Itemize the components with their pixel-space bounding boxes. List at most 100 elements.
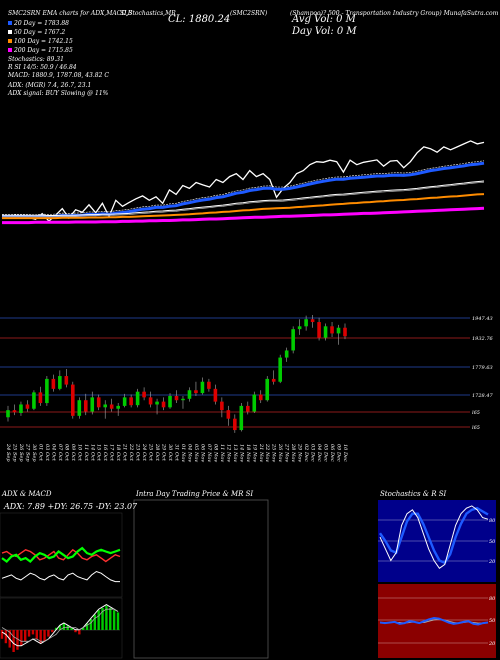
- ema100-readout: 100 Day = 1742.15: [8, 38, 73, 45]
- stoch-d-line: [379, 506, 489, 565]
- date-tick-label: 08 Oct: [63, 444, 69, 462]
- date-tick-label: 23 Oct: [135, 443, 141, 462]
- candle-down: [148, 397, 153, 405]
- adx-macd-readout: ADX: 7.89 +DY: 26.75 -DY: 23.07: [4, 502, 138, 511]
- date-tick-label: 28 Oct: [154, 443, 160, 462]
- intraday-panel-frame: [133, 499, 269, 659]
- candle-up: [323, 326, 328, 338]
- candle-up: [181, 398, 185, 401]
- candle-up: [168, 395, 172, 408]
- price-tick-label: 1947.43: [472, 316, 493, 322]
- candle-up: [77, 400, 82, 416]
- date-tick-label: 07 Nov: [206, 444, 212, 462]
- ema20-readout: 20 Day = 1783.88: [8, 20, 69, 27]
- date-tick-label: 21 Nov: [258, 443, 264, 462]
- candle-up: [155, 401, 159, 405]
- candle-up: [135, 391, 140, 406]
- candle-up: [239, 405, 244, 431]
- macd-histogram-bar: [39, 630, 42, 644]
- macd-signal-line: [1, 608, 119, 642]
- candle-up: [200, 381, 205, 394]
- date-tick-label: 25 Nov: [271, 443, 277, 462]
- date-tick-label: 26 Nov: [277, 443, 283, 462]
- date-tick-label: 14 Oct: [89, 444, 95, 462]
- date-tick-label: 03 Dec: [310, 444, 316, 462]
- date-tick-label: 19 Nov: [251, 444, 257, 462]
- date-tick-label: 11 Oct: [83, 444, 89, 462]
- date-tick-label: 31 Oct: [174, 444, 180, 462]
- close-value: CL: 1880.24: [168, 14, 231, 25]
- macd-histogram-bar: [70, 627, 73, 630]
- date-tick-label: 18 Oct: [115, 444, 121, 462]
- adx-signal-readout: ADX signal: BUY Slowing @ 11%: [8, 90, 109, 97]
- date-tick-label: 09 Oct: [70, 444, 76, 462]
- candle-down: [71, 384, 75, 416]
- avg-vol-value: Avg Vol: 0 M: [292, 14, 356, 25]
- candle-up: [265, 378, 270, 401]
- adx-macd-title: ADX & MACD: [2, 490, 52, 498]
- macd-histogram-bar: [35, 630, 38, 639]
- ema50-label: 50 Day = 1767.2: [14, 29, 66, 36]
- rsi-tick-label: 80: [489, 596, 496, 602]
- candle-down: [226, 410, 231, 419]
- macd-histogram-bar: [101, 608, 104, 630]
- ema20-legend-icon: [8, 21, 12, 25]
- price-tick-label: 1932.76: [472, 336, 493, 342]
- rsi-panel-bg: [378, 584, 496, 658]
- date-tick-label: 10 Dec: [342, 444, 348, 462]
- header-line1b: SI,Stochastics,MR: [120, 10, 176, 17]
- ema50-readout: 50 Day = 1767.2: [8, 29, 65, 36]
- macd-histogram-bar: [74, 630, 77, 633]
- date-tick-label: 06 Dec: [329, 444, 335, 462]
- date-tick-label: 22 Oct: [128, 443, 134, 462]
- candle-down: [83, 400, 88, 412]
- macd-histogram-bar: [43, 630, 46, 641]
- date-tick-label: 01 Oct: [37, 444, 43, 462]
- candle-down: [12, 410, 17, 413]
- date-tick-label: 03 Oct: [44, 444, 50, 462]
- candle-down: [317, 322, 321, 338]
- rsi-readout: R SI 14/5: 50.9 / 46.84: [8, 64, 77, 71]
- date-tick-label: 27 Sep: [24, 443, 30, 462]
- ema20-label: 20 Day = 1783.88: [14, 20, 69, 27]
- date-tick-label: 21 Oct: [122, 443, 128, 462]
- candle-down: [51, 378, 56, 389]
- header-line1d: (Shampoo)? 500 - Transportation Industry…: [290, 10, 499, 17]
- ema-50-shadow-line: [2, 181, 485, 217]
- ema100-legend-icon: [8, 39, 12, 43]
- candle-up: [58, 376, 62, 389]
- ema200-label: 200 Day = 1715.85: [14, 47, 73, 54]
- date-tick-label: 13 Nov: [232, 444, 238, 462]
- candle-down: [129, 397, 133, 406]
- macd-histogram-bar: [105, 605, 108, 630]
- date-tick-label: 09 Dec: [336, 444, 342, 462]
- macd-histogram-bar: [82, 627, 85, 630]
- macd-histogram-bar: [0, 630, 4, 639]
- candle-down: [271, 378, 276, 382]
- close-price-line: [1, 140, 485, 223]
- macd-histogram-bar: [20, 630, 23, 646]
- candle-up: [278, 357, 282, 382]
- price-tick-label: 1779.63: [472, 365, 493, 371]
- candle-up: [336, 327, 341, 334]
- 50-ema-line: [2, 180, 485, 216]
- adx-line: [1, 570, 120, 583]
- candle-down: [207, 381, 211, 389]
- candle-down: [233, 418, 237, 431]
- candle-down: [343, 327, 347, 337]
- macd-histogram-bar: [27, 630, 31, 637]
- candle-down: [194, 390, 198, 394]
- candle-down: [142, 391, 146, 398]
- adx-readout: ADX: (MGR) 7.4, 26.7, 23.1: [8, 82, 92, 89]
- candle-up: [32, 392, 36, 409]
- ema50-legend-icon: [8, 30, 12, 34]
- date-tick-label: 16 Oct: [102, 444, 108, 462]
- date-tick-label: 06 Nov: [199, 444, 205, 462]
- macd-readout: MACD: 1880.9, 1787.08, 43.82 C: [8, 72, 109, 79]
- date-tick-label: 17 Oct: [109, 444, 115, 462]
- date-tick-label: 29 Oct: [161, 443, 167, 462]
- date-tick-label: 12 Nov: [225, 444, 231, 462]
- candle-down: [38, 392, 43, 404]
- price-tick-label: l65: [472, 425, 480, 431]
